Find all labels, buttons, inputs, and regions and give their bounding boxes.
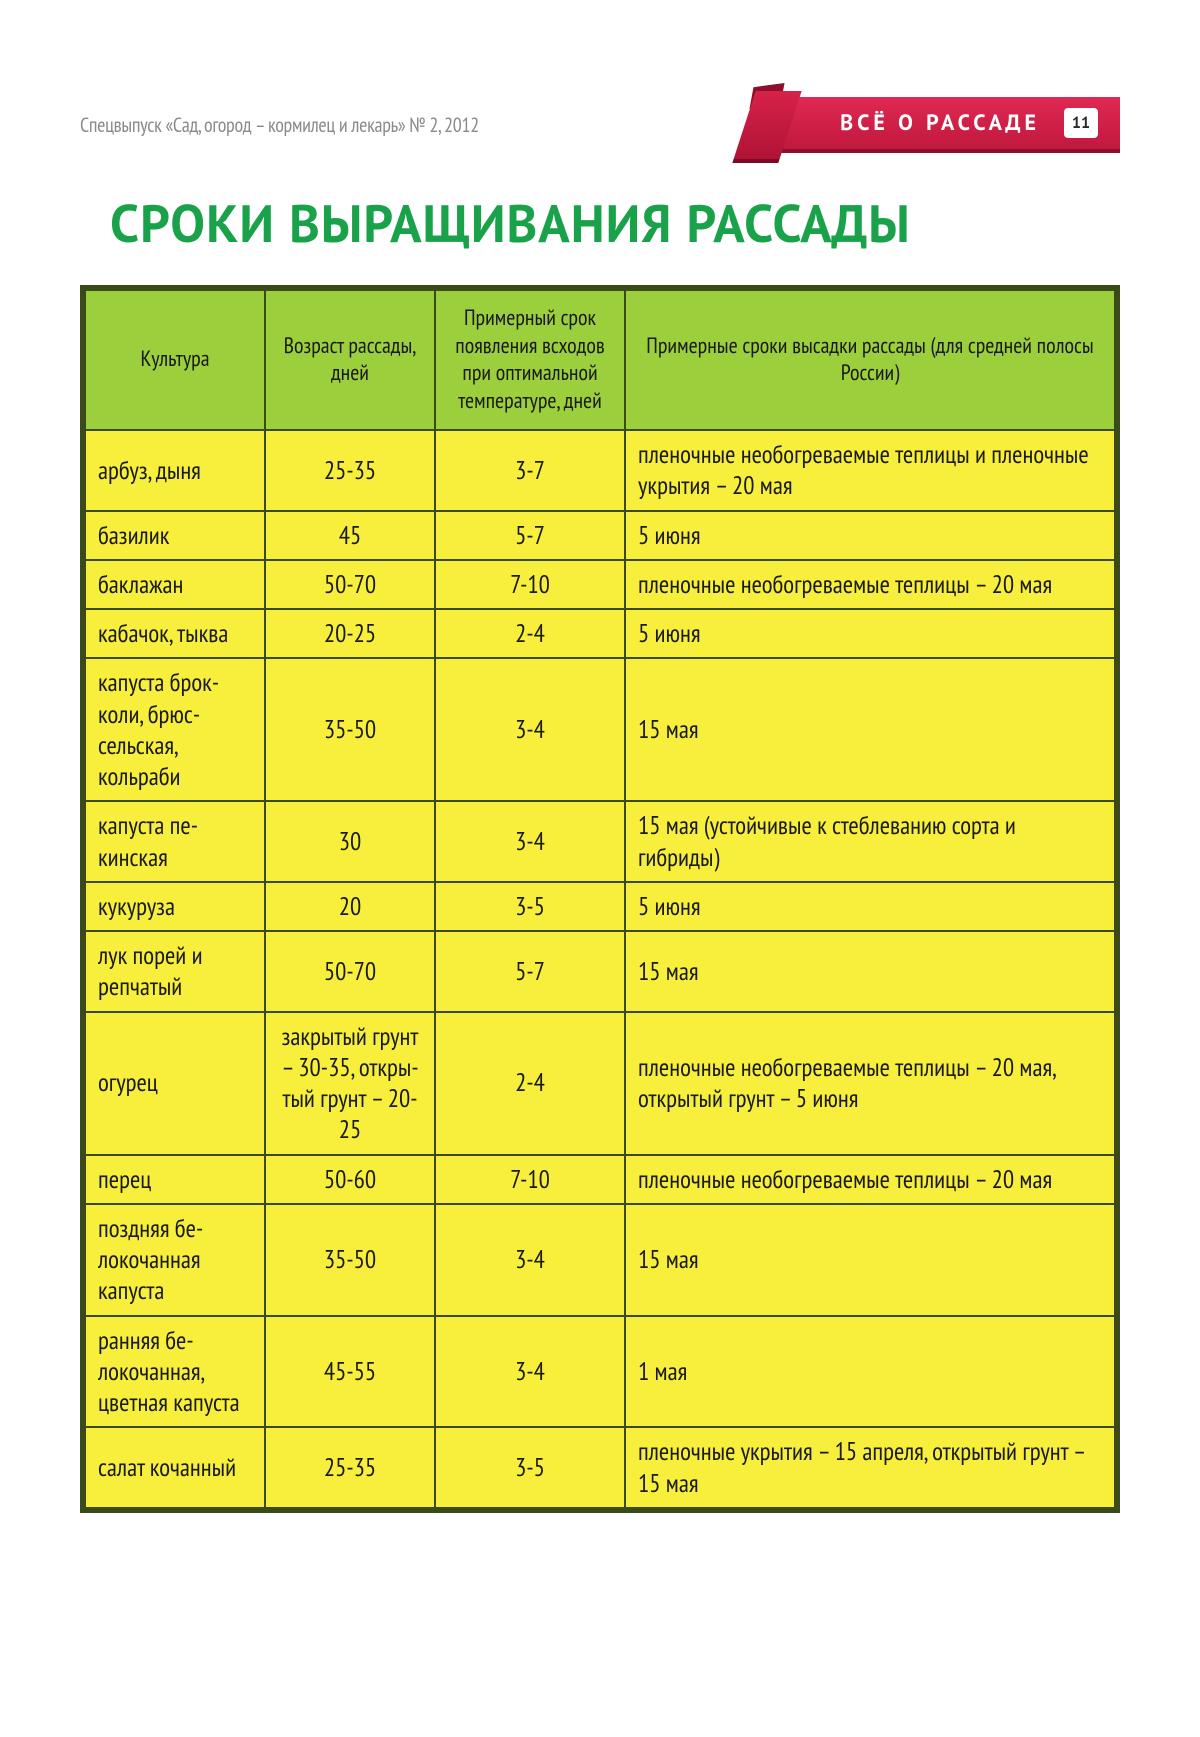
cell-culture: капуста брок­коли, брюс­сельская, кольра…: [85, 658, 265, 801]
col-header-planting: Примерные сроки высадки рассады (для сре…: [625, 290, 1115, 430]
table-row: капуста брок­коли, брюс­сельская, кольра…: [85, 658, 1115, 801]
cell-culture: кукуруза: [85, 882, 265, 931]
cell-culture: баклажан: [85, 560, 265, 609]
page-number-badge: 11: [1064, 108, 1098, 138]
table-row: капуста пе­кинская303-415 мая (устойчивы…: [85, 801, 1115, 882]
cell-age: 45: [265, 511, 435, 560]
cell-age: 25-35: [265, 1427, 435, 1508]
cell-age: 50-70: [265, 560, 435, 609]
table-row: кабачок, тыква20-252-45 июня: [85, 609, 1115, 658]
cell-age: 35-50: [265, 658, 435, 801]
cell-culture: лук порей и репчатый: [85, 931, 265, 1012]
cell-age: закрытый грунт – 30-35, откры­тый грунт …: [265, 1012, 435, 1155]
table-row: перец50-607-10пленочные необогреваемые т…: [85, 1155, 1115, 1204]
col-header-age: Возраст расса­ды, дней: [265, 290, 435, 430]
cell-planting: 15 мая: [625, 931, 1115, 1012]
table-head: Культура Возраст расса­ды, дней Примерны…: [85, 290, 1115, 430]
issue-line: Спецвыпуск «Сад, огород – кормилец и лек…: [80, 112, 479, 138]
cell-age: 25-35: [265, 430, 435, 511]
ribbon-text: ВСЁ О РАССАДЕ: [840, 109, 1040, 137]
cell-planting: пленочные необогреваемые теплицы – 20 ма…: [625, 1012, 1115, 1155]
cell-age: 30: [265, 801, 435, 882]
cell-germ: 5-7: [435, 511, 625, 560]
cell-germ: 3-4: [435, 1316, 625, 1428]
cell-planting: 1 мая: [625, 1316, 1115, 1428]
cell-planting: 5 июня: [625, 511, 1115, 560]
table-row: салат кочан­ный25-353-5пленочные укрытия…: [85, 1427, 1115, 1508]
cell-culture: арбуз, дыня: [85, 430, 265, 511]
cell-age: 20: [265, 882, 435, 931]
col-header-germ: Примерный срок появления всхо­дов при оп…: [435, 290, 625, 430]
cell-culture: капуста пе­кинская: [85, 801, 265, 882]
table-row: арбуз, дыня25-353-7пленочные необогревае…: [85, 430, 1115, 511]
cell-planting: 15 мая: [625, 1204, 1115, 1316]
cell-culture: салат кочан­ный: [85, 1427, 265, 1508]
cell-germ: 3-4: [435, 658, 625, 801]
cell-planting: 5 июня: [625, 882, 1115, 931]
page: Спецвыпуск «Сад, огород – кормилец и лек…: [0, 0, 1200, 1593]
table-body: арбуз, дыня25-353-7пленочные необогревае…: [85, 430, 1115, 1508]
seedling-table-wrap: Культура Возраст расса­ды, дней Примерны…: [80, 285, 1120, 1513]
table-row: баклажан50-707-10пленочные необогреваемы…: [85, 560, 1115, 609]
table-row: базилик455-75 июня: [85, 511, 1115, 560]
cell-germ: 3-4: [435, 801, 625, 882]
cell-planting: пленочные необогреваемые теплицы – 20 ма…: [625, 560, 1115, 609]
table-row: поздняя бе­локочанная капуста35-503-415 …: [85, 1204, 1115, 1316]
cell-age: 20-25: [265, 609, 435, 658]
cell-planting: пленочные необогреваемые теплицы – 20 ма…: [625, 1155, 1115, 1204]
cell-planting: 5 июня: [625, 609, 1115, 658]
header-row: Спецвыпуск «Сад, огород – кормилец и лек…: [80, 100, 1120, 150]
table-row: лук порей и репчатый50-705-715 мая: [85, 931, 1115, 1012]
cell-germ: 2-4: [435, 609, 625, 658]
cell-planting: пленочные необогреваемые теплицы и плено…: [625, 430, 1115, 511]
table-row: огурецзакрытый грунт – 30-35, откры­тый …: [85, 1012, 1115, 1155]
cell-germ: 3-5: [435, 1427, 625, 1508]
cell-germ: 7-10: [435, 1155, 625, 1204]
cell-age: 45-55: [265, 1316, 435, 1428]
page-title: СРОКИ ВЫРАЩИВАНИЯ РАССАДЫ: [110, 190, 1120, 257]
section-ribbon: ВСЁ О РАССАДЕ 11: [770, 97, 1120, 153]
col-header-culture: Культура: [85, 290, 265, 430]
cell-age: 35-50: [265, 1204, 435, 1316]
cell-germ: 3-5: [435, 882, 625, 931]
cell-culture: огурец: [85, 1012, 265, 1155]
table-row: ранняя бе­локочанная, цветная ка­пуста45…: [85, 1316, 1115, 1428]
cell-germ: 3-4: [435, 1204, 625, 1316]
cell-culture: ранняя бе­локочанная, цветная ка­пуста: [85, 1316, 265, 1428]
cell-planting: 15 мая (устойчивые к стебле­ванию сорта …: [625, 801, 1115, 882]
cell-age: 50-70: [265, 931, 435, 1012]
cell-germ: 2-4: [435, 1012, 625, 1155]
cell-planting: пленочные укрытия – 15 апре­ля, открытый…: [625, 1427, 1115, 1508]
cell-germ: 3-7: [435, 430, 625, 511]
cell-germ: 7-10: [435, 560, 625, 609]
table-row: кукуруза203-55 июня: [85, 882, 1115, 931]
cell-planting: 15 мая: [625, 658, 1115, 801]
cell-culture: поздняя бе­локочанная капуста: [85, 1204, 265, 1316]
cell-age: 50-60: [265, 1155, 435, 1204]
cell-culture: перец: [85, 1155, 265, 1204]
seedling-table: Культура Возраст расса­ды, дней Примерны…: [84, 289, 1116, 1509]
cell-culture: кабачок, тыква: [85, 609, 265, 658]
cell-culture: базилик: [85, 511, 265, 560]
cell-germ: 5-7: [435, 931, 625, 1012]
table-header-row: Культура Возраст расса­ды, дней Примерны…: [85, 290, 1115, 430]
